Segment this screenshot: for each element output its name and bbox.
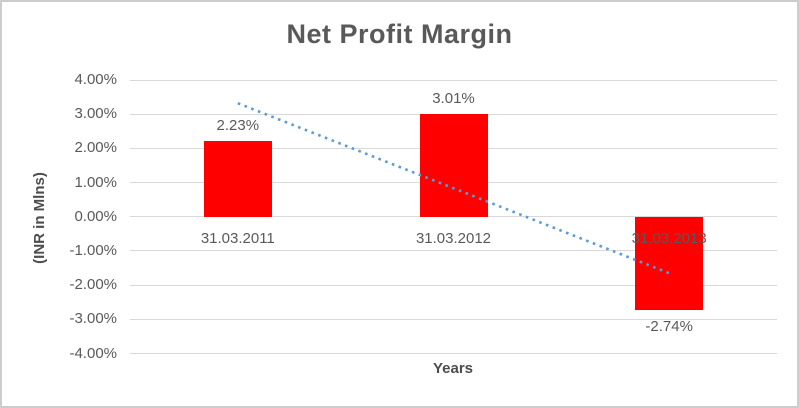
bar (203, 140, 272, 217)
gridline (130, 318, 777, 320)
y-tick-label: 3.00% (74, 105, 117, 123)
y-tick-label: 0.00% (74, 207, 117, 225)
x-axis-title: Years (432, 360, 474, 377)
category-label: 31.03.2012 (415, 229, 492, 247)
chart-title: Net Profit Margin (286, 19, 513, 49)
y-tick-label: -1.00% (69, 241, 117, 259)
y-tick-label: -2.00% (69, 276, 117, 294)
y-tick-label: -4.00% (69, 344, 117, 362)
y-tick-label: 1.00% (74, 173, 117, 191)
bar-value-label: 3.01% (432, 89, 475, 107)
y-tick-label: 2.00% (74, 139, 117, 157)
gridline (130, 79, 777, 81)
gridline (130, 284, 777, 286)
y-tick-label: -3.00% (69, 310, 117, 328)
bar-value-label: 2.23% (216, 116, 260, 134)
category-label: 31.03.2013 (631, 229, 707, 247)
category-label: 31.03.2011 (200, 229, 275, 247)
y-tick-label: 4.00% (74, 71, 117, 88)
gridline (130, 353, 777, 354)
bar (419, 113, 488, 217)
bar-value-label: -2.74% (645, 318, 693, 336)
